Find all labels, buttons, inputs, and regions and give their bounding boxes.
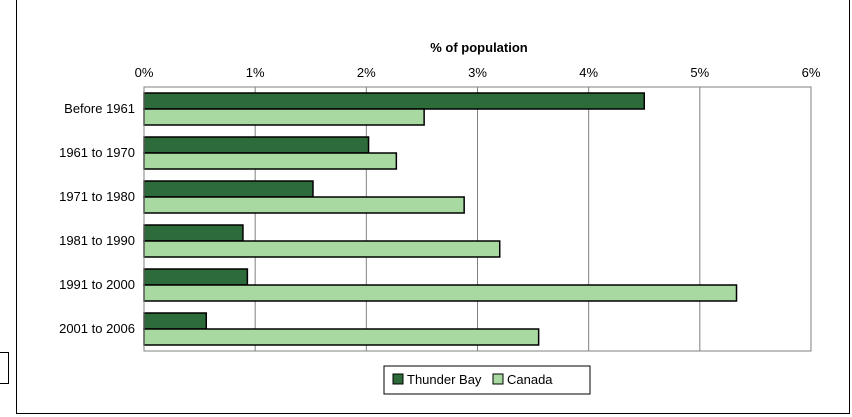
bar-canada	[143, 284, 738, 302]
category-label: 2001 to 2006	[59, 321, 135, 336]
gridlines	[254, 87, 701, 351]
legend: Thunder Bay Canada	[383, 365, 591, 395]
x-tick-label: 2%	[357, 65, 376, 80]
side-box	[0, 352, 9, 384]
bar-thunder-bay	[143, 92, 645, 110]
x-tick-label: 4%	[579, 65, 598, 80]
category-label: 1971 to 1980	[59, 189, 135, 204]
bar-thunder-bay	[143, 268, 249, 286]
bar-canada	[143, 328, 540, 346]
x-tick-label: 1%	[246, 65, 265, 80]
x-axis-title: % of population	[430, 40, 528, 55]
x-tick-label: 5%	[690, 65, 709, 80]
chart-frame: % of population 0% 1% 2% 3% 4% 5% 6% Before 19…	[16, 0, 850, 414]
x-tick-label: 0%	[135, 65, 154, 80]
bar-thunder-bay	[143, 224, 244, 242]
category-labels: Before 1961 1961 to 1970 1971 to 1980 1981 …	[59, 101, 135, 336]
bar-canada	[143, 108, 425, 126]
bar-thunder-bay	[143, 136, 370, 154]
bar-canada	[143, 196, 465, 214]
x-tick-label: 3%	[468, 65, 487, 80]
bars	[143, 92, 738, 346]
legend-swatch	[492, 373, 504, 385]
legend-swatch	[392, 373, 404, 385]
category-label: 1961 to 1970	[59, 145, 135, 160]
legend-label: Canada	[507, 372, 553, 387]
category-label: Before 1961	[64, 101, 135, 116]
bar-canada	[143, 240, 501, 258]
bar-chart: % of population 0% 1% 2% 3% 4% 5% 6% Before 19…	[59, 40, 821, 395]
x-tick-labels: 0% 1% 2% 3% 4% 5% 6%	[135, 65, 821, 80]
plot-border	[143, 86, 812, 352]
legend-label: Thunder Bay	[407, 372, 482, 387]
x-tick-label: 6%	[802, 65, 821, 80]
category-label: 1991 to 2000	[59, 277, 135, 292]
bar-canada	[143, 152, 398, 170]
legend-box	[383, 365, 591, 395]
bar-thunder-bay	[143, 312, 208, 330]
category-label: 1981 to 1990	[59, 233, 135, 248]
bar-thunder-bay	[143, 180, 314, 198]
